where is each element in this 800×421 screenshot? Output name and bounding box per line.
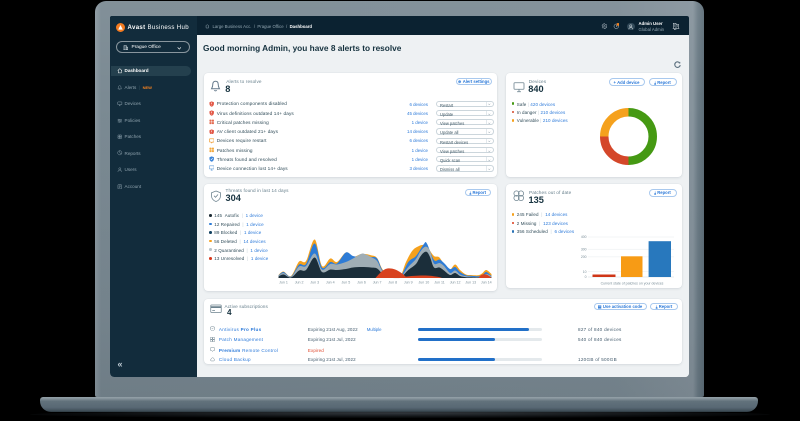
svg-text:Jun 9: Jun 9 <box>403 281 412 285</box>
svg-text:Jun 12: Jun 12 <box>449 281 460 285</box>
svg-text:Jun 3: Jun 3 <box>310 281 319 285</box>
svg-text:400: 400 <box>581 235 587 239</box>
svg-text:Jun 1: Jun 1 <box>279 281 288 285</box>
svg-text:10: 10 <box>583 270 587 274</box>
svg-text:Jun 2: Jun 2 <box>294 281 303 285</box>
svg-text:0: 0 <box>585 275 587 279</box>
svg-text:Current state of patches on yo: Current state of patches on your devices <box>601 282 664 286</box>
svg-text:Jun 11: Jun 11 <box>434 281 445 285</box>
svg-text:Jun 8: Jun 8 <box>388 281 397 285</box>
svg-text:Jun 6: Jun 6 <box>357 281 366 285</box>
svg-text:Jun 13: Jun 13 <box>465 281 476 285</box>
svg-text:Jun 4: Jun 4 <box>325 281 334 285</box>
svg-text:Jun 7: Jun 7 <box>372 281 381 285</box>
svg-text:Jun 14: Jun 14 <box>480 281 491 285</box>
svg-text:Jun 5: Jun 5 <box>341 281 350 285</box>
svg-text:Jun 10: Jun 10 <box>418 281 429 285</box>
svg-text:300: 300 <box>581 247 587 251</box>
svg-text:200: 200 <box>581 255 587 259</box>
